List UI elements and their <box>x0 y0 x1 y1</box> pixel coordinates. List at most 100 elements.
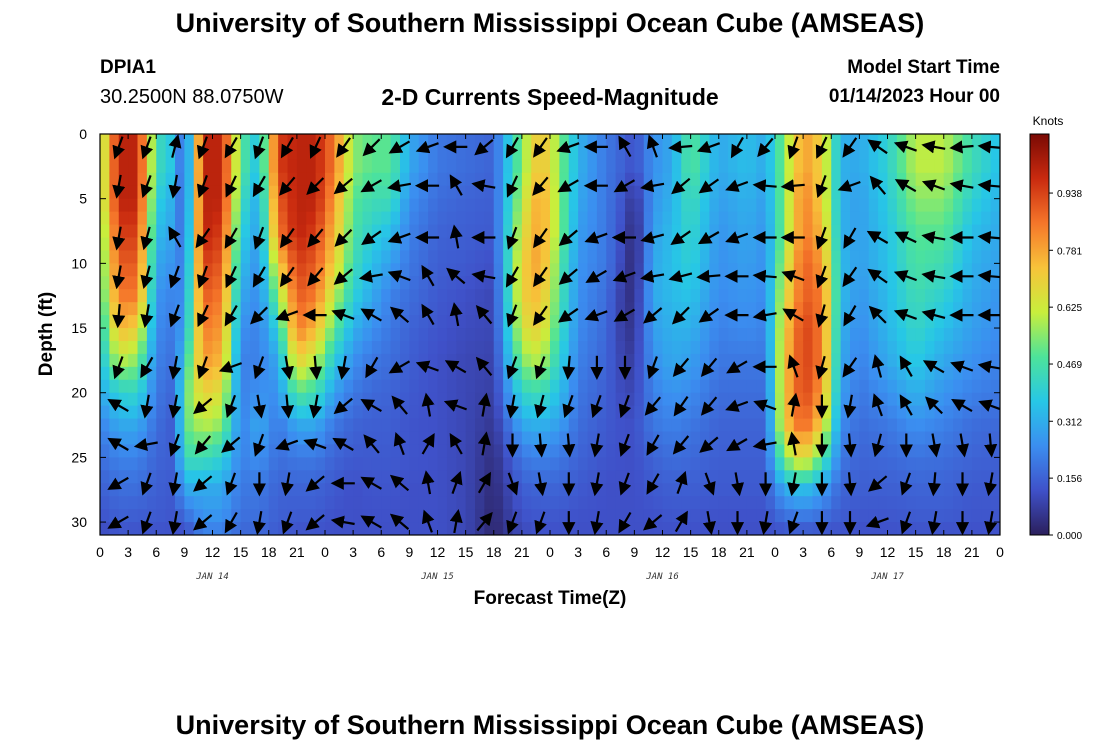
heat-cell <box>146 509 157 523</box>
heat-cell <box>981 185 992 200</box>
heat-cell <box>596 353 607 368</box>
heat-cell <box>381 457 392 471</box>
current-vector <box>449 174 463 196</box>
heat-cell <box>596 340 607 355</box>
heat-cell <box>240 237 251 252</box>
heat-cell <box>793 418 804 433</box>
heat-cell <box>493 224 504 239</box>
heat-cell <box>840 159 851 174</box>
current-vector <box>307 267 324 287</box>
heat-cell <box>934 224 945 239</box>
current-vector <box>815 355 829 380</box>
current-vector <box>950 360 974 374</box>
heat-cell <box>184 470 195 484</box>
heat-cell <box>662 340 673 355</box>
heat-cell <box>109 328 120 342</box>
heat-cell <box>128 172 139 187</box>
heat-cell <box>615 340 626 355</box>
heat-cell <box>615 431 626 446</box>
heat-cell <box>634 224 645 239</box>
heat-cell <box>287 483 298 497</box>
current-vector <box>921 140 946 154</box>
heat-cell <box>643 457 654 471</box>
heat-cell <box>568 263 579 277</box>
heat-cell <box>784 185 795 200</box>
current-vector <box>787 392 801 417</box>
heat-cell <box>962 405 973 420</box>
heat-cell <box>371 353 382 368</box>
heat-cell <box>915 211 926 226</box>
heat-cell <box>756 328 767 342</box>
heat-cell <box>315 457 326 471</box>
heat-cell <box>540 366 551 381</box>
current-vector <box>330 515 355 529</box>
heat-cell <box>587 185 598 200</box>
heat-cell <box>175 405 185 420</box>
heat-cell <box>146 198 157 213</box>
heat-cell <box>793 315 804 329</box>
heat-cell <box>343 431 354 446</box>
heat-cell <box>775 250 785 264</box>
heat-cell <box>625 509 635 523</box>
heat-cell <box>240 470 251 484</box>
heat-cell <box>662 276 673 290</box>
heat-cell <box>915 276 926 290</box>
current-vector <box>671 177 691 195</box>
heat-cell <box>859 418 870 433</box>
heat-cell <box>728 483 739 497</box>
heat-cell <box>503 353 514 368</box>
heat-cell <box>709 224 720 239</box>
heat-cell <box>165 146 176 161</box>
heat-cell <box>465 134 476 148</box>
heat-cell <box>915 405 926 420</box>
heat-cell <box>325 379 335 394</box>
heat-cell <box>990 315 1000 329</box>
heat-cell <box>268 457 279 471</box>
current-vector <box>780 179 805 193</box>
heat-cell <box>821 509 832 523</box>
heat-cell <box>831 366 842 381</box>
heat-cell <box>128 328 139 342</box>
heat-cell <box>540 470 551 484</box>
heat-cell <box>550 198 560 213</box>
heat-cell <box>306 302 317 316</box>
heat-cell <box>737 289 748 303</box>
heat-cell <box>306 353 317 368</box>
current-vector <box>309 355 323 380</box>
heat-cell <box>268 366 279 381</box>
heat-cell <box>878 431 889 446</box>
model-start-value: 01/14/2023 Hour 00 <box>828 86 1000 107</box>
heat-cell <box>568 224 579 239</box>
heat-cell <box>625 224 635 239</box>
current-vector <box>388 140 411 154</box>
heat-cell <box>493 431 504 446</box>
heat-cell <box>681 134 692 148</box>
heat-cell <box>212 172 223 187</box>
heat-cell <box>278 211 289 226</box>
heat-cell <box>662 444 673 458</box>
y-axis-label: Depth (ft) <box>36 292 57 376</box>
heat-cell <box>390 496 401 510</box>
heat-cell <box>362 328 373 342</box>
heat-cell <box>784 496 795 510</box>
heat-cell <box>221 431 232 446</box>
heat-cell <box>540 211 551 226</box>
heat-cell <box>371 172 382 187</box>
heat-cell <box>596 483 607 497</box>
heat-cell <box>512 159 523 174</box>
heat-cell <box>915 379 926 394</box>
heat-cell <box>634 328 645 342</box>
heat-cell <box>915 509 926 523</box>
heat-cell <box>840 353 851 368</box>
heat-cell <box>325 146 335 161</box>
heat-cell <box>803 405 814 420</box>
heat-cell <box>325 418 335 433</box>
heat-cell <box>371 185 382 200</box>
heat-cell <box>831 185 842 200</box>
current-vector <box>698 178 720 194</box>
heat-cell <box>775 457 785 471</box>
heat-cell <box>775 172 785 187</box>
heat-cell <box>643 211 654 226</box>
heat-cell <box>353 146 364 161</box>
heat-cell <box>578 418 589 433</box>
